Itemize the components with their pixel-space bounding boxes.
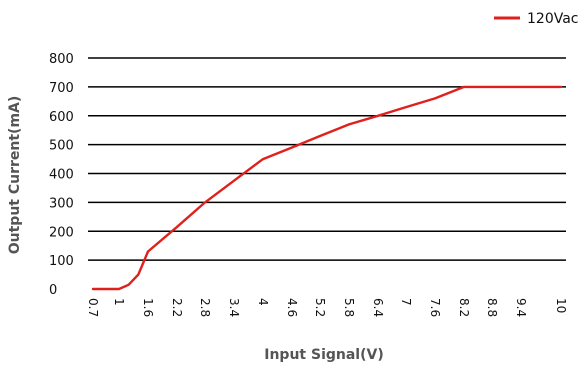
- x-tick-label: 8.2: [457, 298, 471, 317]
- y-tick-label: 300: [49, 196, 74, 211]
- x-tick-label: 6.4: [371, 298, 385, 317]
- x-tick-label: 8.8: [485, 298, 499, 317]
- y-tick-label: 200: [49, 225, 74, 240]
- legend-label-120vac: 120Vac: [527, 11, 579, 27]
- x-tick-label: 7.6: [428, 298, 442, 317]
- y-tick-label: 100: [49, 254, 74, 269]
- x-tick-label: 1.6: [141, 298, 155, 317]
- x-tick-label: 4.6: [285, 298, 299, 317]
- x-tick-label: 1: [112, 298, 126, 306]
- series-line-120vac: [91, 85, 563, 291]
- y-tick-label: 0: [49, 283, 57, 298]
- x-tick-label: 10: [554, 298, 568, 313]
- x-tick-label: 5.2: [313, 298, 327, 317]
- x-tick-label: 2.8: [198, 298, 212, 317]
- y-tick-label: 600: [49, 110, 74, 125]
- y-tick-label: 400: [49, 168, 74, 183]
- x-tick-label: 5.8: [342, 298, 356, 317]
- y-tick-label: 500: [49, 139, 74, 154]
- grid-lines: [88, 57, 566, 261]
- x-tick-label: 0.7: [86, 298, 100, 317]
- x-tick-label: 2.2: [170, 298, 184, 317]
- x-tick-labels: 0.7 1 1.6 2.2 2.8 3.4 4 4.6 5.2 5.8 6.4 7 7.6 8.2 8.8 9…: [86, 298, 568, 317]
- y-tick-labels: 0 100 200 300 400 500 600 700 800: [49, 52, 74, 298]
- y-tick-label: 700: [49, 81, 74, 96]
- x-axis-title: Input Signal(V): [264, 347, 383, 363]
- y-tick-label: 800: [49, 52, 74, 67]
- legend: 120Vac: [494, 11, 579, 27]
- x-tick-label: 3.4: [227, 298, 241, 317]
- series-layer: [91, 85, 563, 291]
- x-tick-label: 7: [399, 298, 413, 306]
- x-tick-label: 4: [256, 298, 270, 306]
- x-tick-label: 9.4: [514, 298, 528, 317]
- y-axis-title: Output Current(mA): [7, 96, 23, 255]
